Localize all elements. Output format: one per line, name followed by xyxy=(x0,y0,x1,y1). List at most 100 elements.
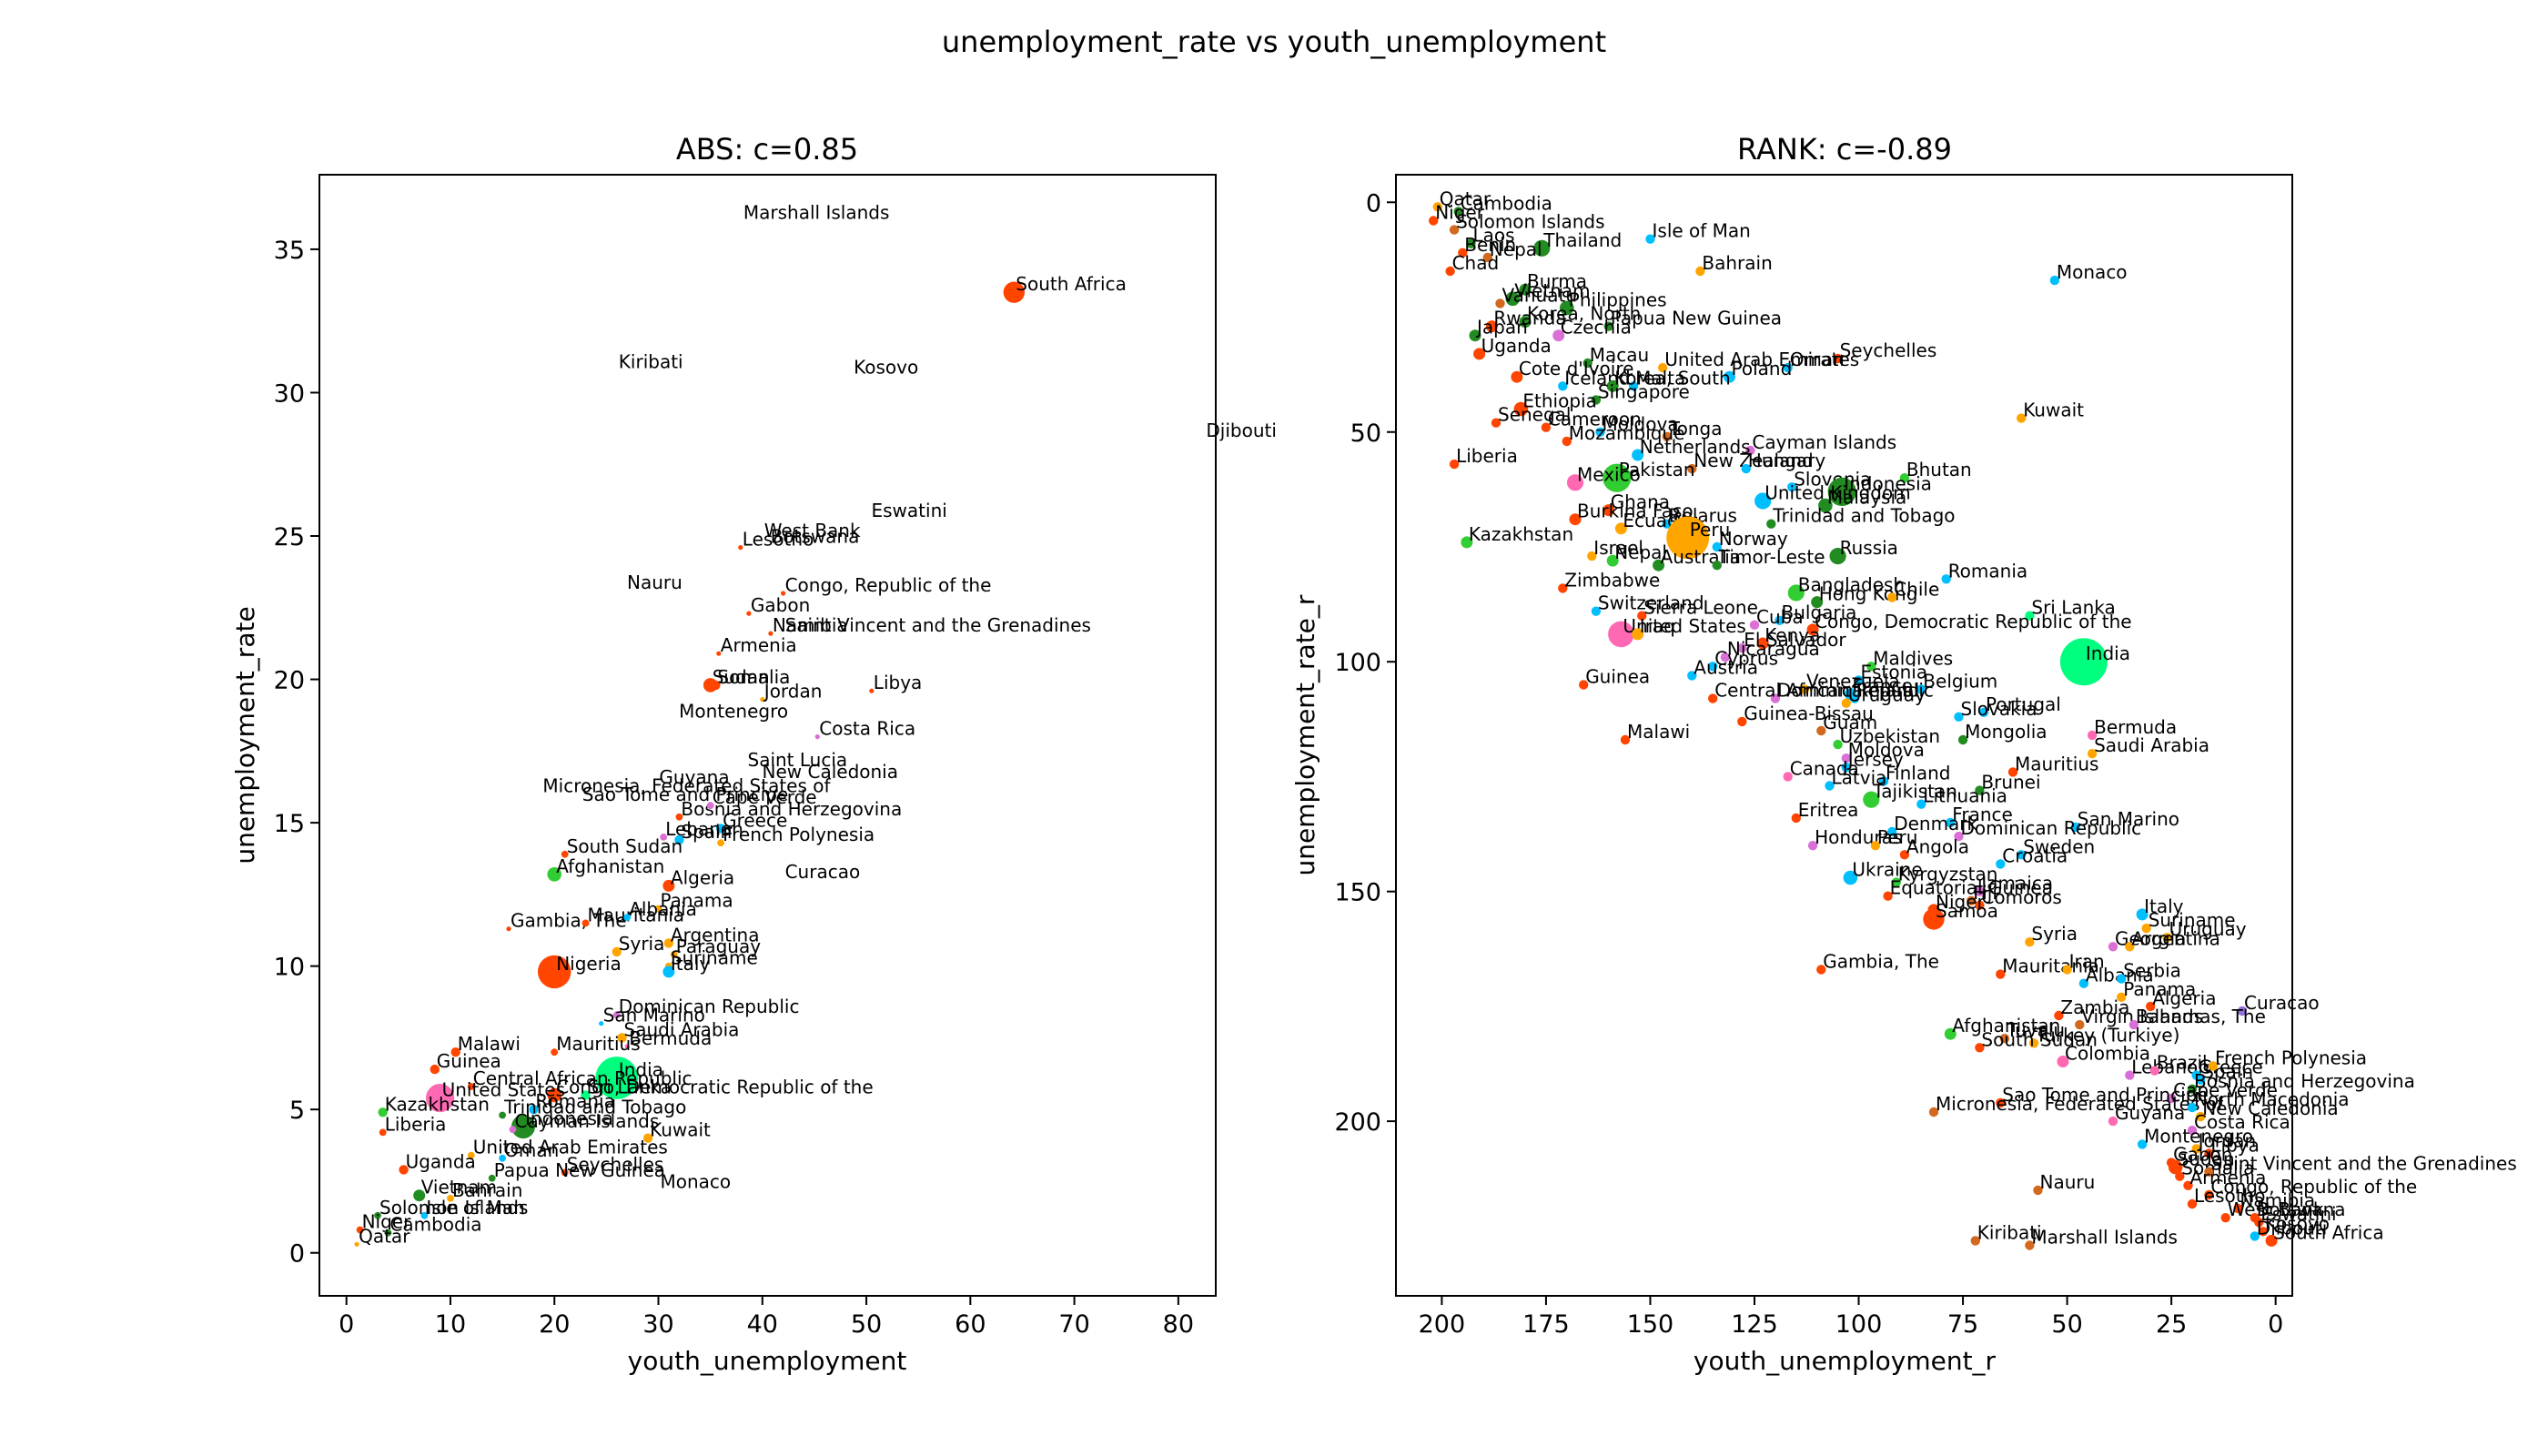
abs-y-axis: 0 5 10 15 20 25 30 35 xyxy=(274,237,319,1269)
rank-x-tick-label: 50 xyxy=(2051,1310,2082,1339)
abs-point xyxy=(715,824,726,834)
abs-title: ABS: c=0.85 xyxy=(676,132,858,167)
abs-point xyxy=(450,1047,460,1057)
rank-point-label: Peru xyxy=(1690,519,1731,541)
rank-point-label: Ghana xyxy=(1611,491,1670,513)
rank-point-label: Israel xyxy=(1593,537,1643,559)
rank-point-label: Australia xyxy=(1661,546,1741,568)
abs-point-label: Suriname xyxy=(671,947,758,969)
abs-point-label: Algeria xyxy=(671,866,734,888)
rank-point-label: India xyxy=(2086,642,2130,664)
rank-point xyxy=(1887,826,1897,837)
abs-point-label: Botswana xyxy=(771,526,860,548)
rank-point xyxy=(1827,477,1856,507)
rank-point-label: Latvia xyxy=(1832,767,1887,789)
rank-point-label: Mongolia xyxy=(1965,721,2047,743)
rank-point xyxy=(2187,1198,2198,1209)
rank-point-label: France xyxy=(1852,675,1913,697)
rank-point xyxy=(1513,401,1529,417)
rank-point-label: Argentina xyxy=(2131,927,2220,949)
rank-point-label: Japan xyxy=(1475,317,1528,339)
abs-point-label: Qatar xyxy=(359,1225,410,1247)
rank-point xyxy=(2028,1038,2039,1048)
rank-point xyxy=(2141,923,2151,934)
rank-point-label: Curacao xyxy=(2244,992,2320,1014)
abs-point-label: Papua New Guinea xyxy=(494,1159,665,1181)
rank-point xyxy=(1566,474,1584,491)
rank-point xyxy=(2057,1056,2069,1067)
rank-point xyxy=(2128,1019,2139,1030)
rank-point xyxy=(1595,427,1605,437)
abs-point xyxy=(738,545,743,551)
rank-point-label: Congo, Democratic Republic of the xyxy=(1815,611,2131,632)
rank-point-label: Eritrea xyxy=(1798,799,1859,821)
abs-point xyxy=(660,834,668,841)
rank-point-label: Virgin Islands xyxy=(2081,1006,2203,1027)
rank-point-label: United Arab Emirates xyxy=(1664,349,1859,370)
rank-point-label: Timor-Leste xyxy=(1718,546,1825,568)
abs-y-label: unemployment_rate xyxy=(230,606,260,864)
abs-point-label: Dominican Republic xyxy=(619,996,800,1017)
rank-point-label: Botswana xyxy=(2257,1198,2346,1220)
abs-x-tick-label: 30 xyxy=(642,1310,673,1339)
rank-point xyxy=(2049,275,2060,286)
abs-point-label: Jordan xyxy=(763,681,823,703)
abs-point-label: Kazakhstan xyxy=(385,1093,490,1115)
rank-x-tick-label: 125 xyxy=(1731,1310,1778,1339)
abs-point-label: Argentina xyxy=(671,924,760,945)
rank-point-label: Singapore xyxy=(1598,380,1690,402)
rank-point-label: Estonia xyxy=(1861,661,1928,682)
rank-point-label: Venezuela xyxy=(1806,671,1900,693)
rank-point xyxy=(1816,725,1826,736)
rank-point-label: Moldova xyxy=(1848,739,1925,761)
abs-point xyxy=(499,1154,506,1162)
rank-point xyxy=(2208,1061,2219,1071)
rank-point xyxy=(1449,225,1460,235)
rank-point-label: Angola xyxy=(1906,835,1969,857)
rank-point xyxy=(1614,522,1627,535)
rank-point xyxy=(1745,445,1755,456)
rank-point-label: Brazil xyxy=(2157,1052,2208,1074)
rank-point-label: Libya xyxy=(2210,1135,2260,1157)
rank-x-label: youth_unemployment_r xyxy=(1694,1346,1997,1376)
abs-point xyxy=(781,591,786,596)
abs-point xyxy=(746,611,752,616)
rank-point xyxy=(1978,707,1989,717)
rank-point-label: Honduras xyxy=(1815,826,1902,848)
rank-point xyxy=(1944,1027,1956,1040)
rank-point xyxy=(1756,637,1769,650)
rank-point xyxy=(1712,561,1723,571)
abs-point xyxy=(869,688,875,693)
rank-point xyxy=(1432,202,1443,212)
rank-point xyxy=(1841,698,1852,708)
abs-point-label: Sri Lanka xyxy=(588,1076,672,1097)
abs-point-label: South Sudan xyxy=(567,835,682,857)
rank-point xyxy=(2117,992,2127,1003)
abs-point-label: Nauru xyxy=(627,571,682,593)
abs-x-tick-label: 40 xyxy=(747,1310,778,1339)
rank-point-label: French Polynesia xyxy=(2215,1047,2367,1069)
rank-point-label: Uzbekistan xyxy=(1840,725,1940,747)
rank-point xyxy=(1453,207,1463,217)
abs-point xyxy=(547,867,561,882)
rank-point xyxy=(1883,891,1893,901)
abs-panel: ABS: c=0.85 Marshall Islands South Africa… xyxy=(230,132,1277,1376)
abs-y-tick-label: 10 xyxy=(274,954,305,982)
rank-point-label: Ethiopia xyxy=(1522,390,1596,412)
abs-point xyxy=(547,1087,561,1103)
rank-point-label: Qatar xyxy=(1440,187,1491,209)
rank-point-label: Trinidad and Tobago xyxy=(1772,505,1955,527)
abs-x-axis: 0 10 20 30 40 50 60 70 80 xyxy=(339,1296,1194,1339)
rank-point xyxy=(2070,822,2080,833)
abs-point-label: Marshall Islands xyxy=(743,201,889,223)
abs-point xyxy=(814,734,820,740)
rank-point-label: Lithuania xyxy=(1923,785,2007,807)
rank-point-label: Sierra Leone xyxy=(1643,597,1758,619)
rank-point-label: Netherlands xyxy=(1640,436,1751,458)
rank-x-axis: 200 175 150 125 100 75 50 25 0 xyxy=(1419,1296,2283,1339)
rank-point xyxy=(1558,583,1568,593)
rank-point xyxy=(1608,621,1634,648)
rank-point-label: Kuwait xyxy=(2023,399,2084,421)
rank-point-label: New Caledonia xyxy=(2202,1097,2338,1119)
rank-point xyxy=(1999,1034,2010,1044)
